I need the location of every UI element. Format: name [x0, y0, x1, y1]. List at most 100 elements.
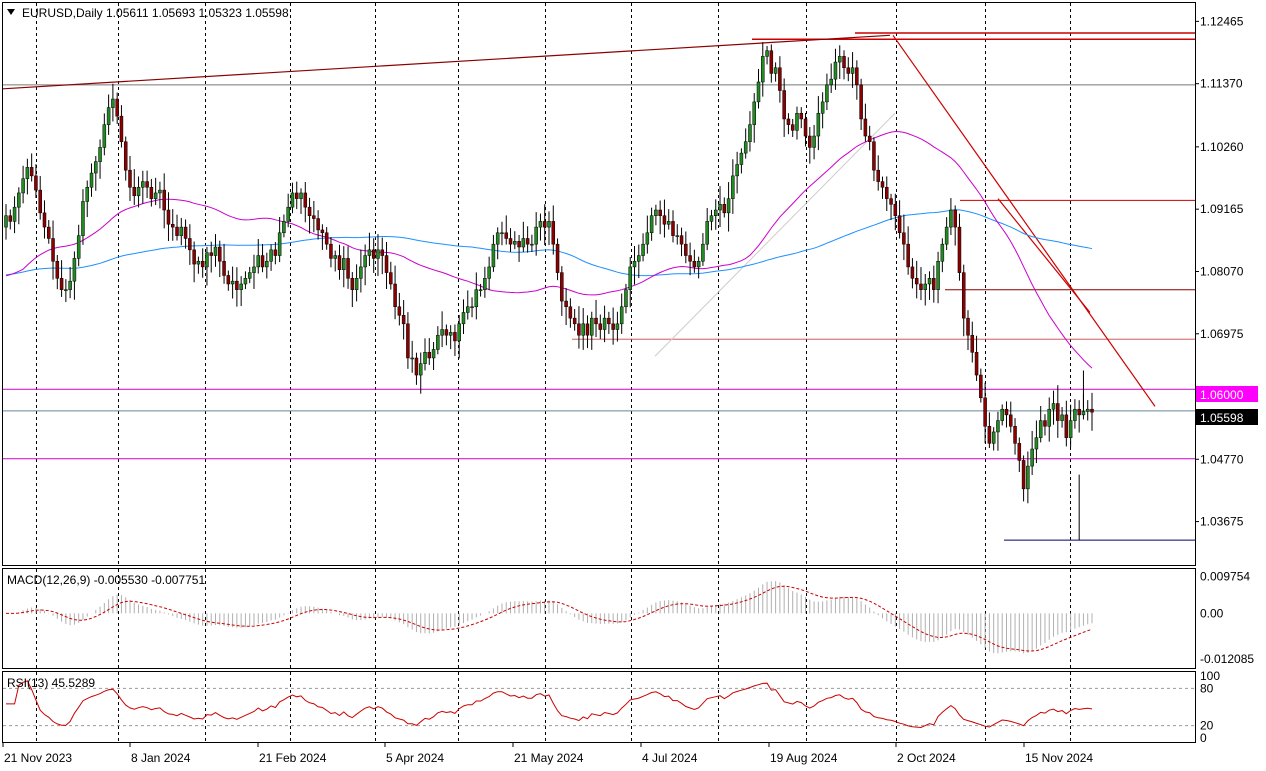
candle-body: [222, 260, 226, 276]
candle-body: [842, 56, 846, 69]
candle-body: [897, 215, 902, 234]
rsi-tick-label: 20: [1200, 719, 1214, 733]
candle-body: [551, 221, 556, 245]
candle-body: [542, 221, 547, 228]
candle-body: [739, 152, 744, 165]
macd-plot: [6, 581, 1093, 654]
candle-body: [662, 215, 667, 225]
candle-body: [149, 187, 154, 199]
candle-body: [829, 78, 833, 86]
candle-body: [654, 209, 658, 216]
candle-body: [367, 249, 372, 256]
candle-body: [731, 175, 735, 199]
candle-body: [72, 258, 77, 282]
candle-body: [269, 249, 273, 262]
trend-line-resistance[interactable]: [2, 34, 891, 90]
candle-body: [94, 161, 98, 174]
candle-body: [461, 312, 466, 325]
candle-body: [863, 118, 868, 137]
candle-body: [286, 206, 290, 222]
candle-body: [585, 323, 590, 336]
level-price-badge-bg: [1196, 386, 1258, 402]
candle-body: [4, 215, 8, 228]
price-tick-label: 1.12465: [1200, 14, 1244, 28]
candle-body: [260, 255, 265, 268]
candle-body: [115, 98, 119, 117]
candle-body: [761, 56, 765, 83]
macd-tick-label: 0.00: [1200, 606, 1224, 620]
candle-body: [517, 241, 521, 248]
candle-body: [483, 278, 487, 290]
candle-body: [1021, 460, 1026, 490]
macd-signal-line: [6, 585, 1093, 652]
last-price-badge: 1.05598: [1200, 411, 1244, 425]
candle-body: [85, 187, 89, 202]
candle-body: [795, 113, 799, 131]
price-tick-label: 1.03675: [1200, 515, 1244, 529]
candle-body: [748, 124, 752, 142]
candle-body: [590, 317, 594, 336]
candle-body: [418, 363, 423, 376]
candle-body: [342, 258, 346, 271]
candle-body: [713, 209, 718, 216]
candle-body: [577, 323, 581, 336]
candle-body: [166, 209, 171, 225]
time-tick-label: 5 Apr 2024: [386, 751, 444, 765]
candle-body: [47, 226, 51, 239]
candle-body: [76, 235, 81, 259]
candle-body: [89, 172, 94, 188]
candle-body: [641, 243, 645, 256]
candle-body: [474, 289, 479, 308]
candle-body: [790, 124, 795, 131]
candle-body: [1068, 420, 1073, 438]
price-tick-label: 1.04770: [1200, 452, 1244, 466]
candle-body: [615, 323, 620, 330]
candle-body: [136, 187, 141, 197]
candle-body: [209, 252, 213, 256]
candle-body: [470, 306, 474, 309]
candle-body: [722, 204, 727, 214]
candle-body: [453, 332, 457, 342]
candle-body: [786, 118, 791, 125]
symbol-dropdown-icon[interactable]: [7, 9, 15, 15]
candle-body: [876, 169, 880, 182]
candle-body: [183, 226, 188, 239]
moving-average-fast: [5, 130, 1093, 369]
candle-body: [410, 357, 414, 360]
candle-body: [1077, 408, 1081, 416]
candle-body: [705, 221, 709, 245]
candle-body: [679, 235, 684, 245]
candle-body: [718, 204, 722, 211]
candle-body: [106, 107, 111, 125]
candle-body: [743, 141, 748, 154]
candle-body: [170, 223, 175, 228]
candle-body: [632, 260, 637, 268]
candle-body: [914, 278, 919, 285]
candle-body: [572, 317, 577, 325]
candle-body: [867, 135, 872, 142]
candle-body: [979, 374, 983, 399]
candle-body: [329, 243, 333, 259]
candle-body: [538, 221, 543, 228]
rsi-tick-label: 80: [1200, 681, 1214, 695]
rsi-label: RSI(13) 45.5289: [7, 676, 95, 690]
candle-body: [513, 241, 517, 245]
candle-body: [200, 260, 205, 268]
candle-body: [859, 84, 863, 120]
candle-body: [175, 226, 179, 236]
candle-body: [666, 221, 671, 225]
candle-body: [128, 169, 132, 188]
candle-body: [1017, 443, 1022, 461]
candle-body: [560, 272, 564, 302]
trend-line-channel[interactable]: [997, 198, 1091, 313]
trend-line-down[interactable]: [892, 34, 1156, 407]
macd-label: MACD(12,26,9) -0.005530 -0.007751: [7, 573, 205, 587]
candle-body: [701, 243, 705, 262]
candle-body: [812, 135, 816, 148]
price-pane-frame: [2, 2, 1196, 566]
candle-body: [277, 232, 282, 256]
last-price-badge-bg: [1196, 409, 1258, 425]
candle-body: [427, 352, 432, 359]
trend-line-support[interactable]: [654, 112, 896, 357]
